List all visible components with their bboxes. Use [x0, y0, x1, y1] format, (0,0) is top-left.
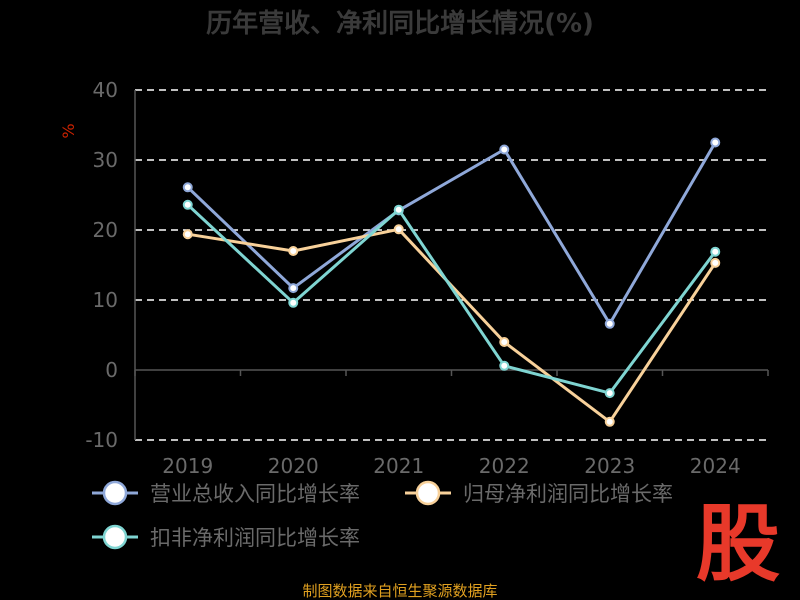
data-point	[393, 224, 404, 235]
series-line-2	[187, 227, 717, 424]
data-point	[604, 388, 615, 399]
series-lines	[182, 137, 721, 427]
chart-title: 历年营收、净利同比增长情况(%)	[206, 8, 594, 39]
data-point	[710, 246, 721, 257]
y-tick-label: 0	[105, 358, 118, 382]
x-tick-label: 2019	[162, 454, 213, 478]
y-tick-label: 30	[93, 148, 118, 172]
y-tick-label: 10	[93, 288, 118, 312]
legend-swatch-marker	[102, 480, 128, 506]
y-axis-label: %	[59, 123, 78, 138]
y-tick-label: -10	[85, 428, 118, 452]
data-point	[393, 204, 404, 215]
y-tick-label: 20	[93, 218, 118, 242]
x-tick-label: 2024	[690, 454, 741, 478]
data-point	[288, 246, 299, 256]
legend-label: 扣非净利润同比增长率	[150, 526, 360, 550]
x-tick-label: 2021	[373, 454, 424, 478]
series-line-3	[186, 203, 717, 395]
data-point	[604, 318, 615, 329]
legend-swatch-marker	[102, 524, 128, 550]
data-point	[182, 199, 193, 210]
data-point	[710, 137, 721, 148]
data-point	[499, 144, 510, 155]
x-tick-label: 2023	[584, 454, 635, 478]
data-point	[710, 257, 721, 268]
data-point	[499, 360, 510, 371]
data-point	[288, 297, 299, 308]
source-note: 制图数据来自恒生聚源数据库	[302, 582, 497, 600]
x-tick-label: 2020	[268, 454, 319, 478]
data-point	[604, 416, 615, 427]
data-point	[288, 283, 299, 294]
series-line-1	[186, 141, 717, 326]
data-point	[182, 229, 193, 240]
y-tick-label: 40	[93, 78, 118, 102]
gridlines	[135, 89, 768, 441]
axes: 40 30 20 10 0 -10 2019 2020 2021 2022 2023 2024	[85, 78, 769, 478]
legend-label: 归母净利润同比增长率	[463, 482, 673, 506]
legend-swatch-marker	[415, 480, 441, 506]
data-point	[499, 337, 510, 347]
x-tick-label: 2022	[479, 454, 530, 478]
logo-icon: 股	[695, 495, 780, 593]
data-point	[182, 182, 193, 193]
legend-label: 营业总收入同比增长率	[150, 482, 360, 506]
